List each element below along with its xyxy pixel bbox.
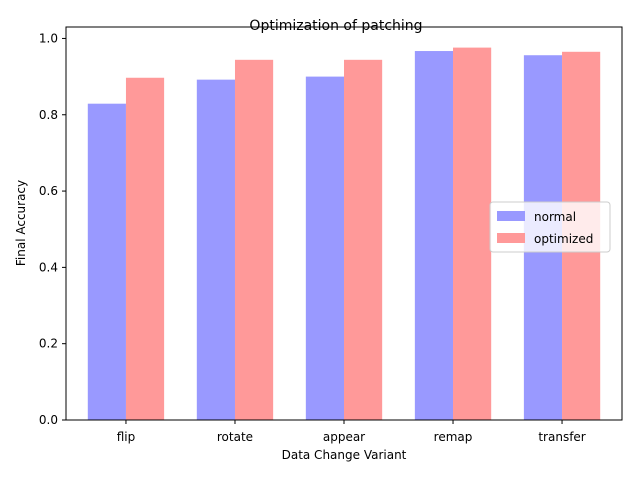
x-axis-ticks: flip rotate appear remap transfer [117, 420, 586, 444]
bar-optimized-flip [125, 77, 165, 420]
x-tick-label: transfer [538, 430, 585, 444]
bar-normal-flip [87, 103, 126, 420]
bar-normal-remap [414, 51, 454, 420]
y-axis-title: Final Accuracy [14, 180, 28, 266]
y-axis-ticks: 0.0 0.2 0.4 0.6 0.8 1.0 [39, 31, 66, 427]
x-tick-label: flip [117, 430, 136, 444]
x-tick-label: remap [434, 430, 473, 444]
y-tick-label: 0.6 [39, 184, 58, 198]
legend-swatch-normal [497, 211, 525, 221]
y-tick-label: 0.8 [39, 108, 58, 122]
legend: normal optimized [489, 201, 611, 253]
x-axis-title: Data Change Variant [282, 448, 407, 462]
bar-normal-appear [305, 76, 344, 420]
x-tick-label: rotate [217, 430, 253, 444]
y-tick-label: 0.0 [39, 413, 58, 427]
y-tick-label: 0.2 [39, 337, 58, 351]
y-tick-label: 0.4 [39, 260, 58, 274]
legend-swatch-optimized [497, 233, 525, 243]
bar-optimized-remap [453, 47, 492, 420]
chart-title: Optimization of patching [249, 18, 422, 34]
legend-label-normal: normal [534, 210, 576, 224]
y-tick-label: 1.0 [39, 31, 58, 45]
bar-optimized-rotate [234, 59, 274, 421]
bar-optimized-appear [344, 59, 383, 421]
bar-normal-rotate [196, 79, 235, 421]
x-tick-label: appear [323, 430, 365, 444]
legend-label-optimized: optimized [534, 232, 593, 246]
